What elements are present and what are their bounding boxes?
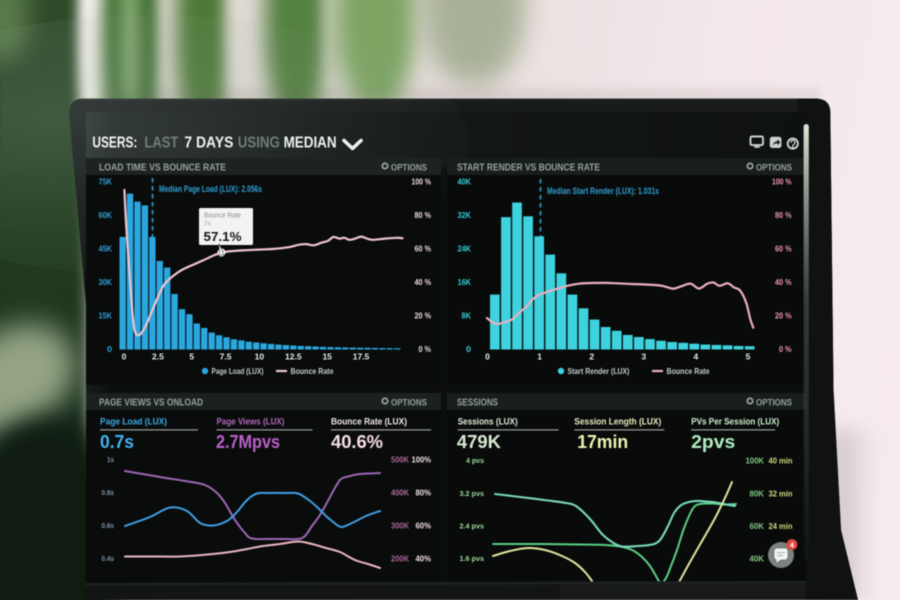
svg-text:20 %: 20 % xyxy=(775,311,792,321)
svg-text:USING: USING xyxy=(238,135,280,152)
svg-text:5: 5 xyxy=(746,352,751,362)
svg-text:8K: 8K xyxy=(462,311,472,321)
svg-text:OPTIONS: OPTIONS xyxy=(756,398,792,409)
svg-text:40 %: 40 % xyxy=(775,277,792,287)
svg-text:0.7s: 0.7s xyxy=(100,432,134,452)
svg-text:PVs Per Session (LUX): PVs Per Session (LUX) xyxy=(691,417,779,428)
svg-text:7.5: 7.5 xyxy=(220,352,232,362)
svg-text:OPTIONS: OPTIONS xyxy=(391,163,427,174)
svg-text:24 min: 24 min xyxy=(769,522,793,531)
svg-text:15: 15 xyxy=(322,352,332,362)
svg-text:3.2 pvs: 3.2 pvs xyxy=(460,491,485,498)
svg-text:2.4 pvs: 2.4 pvs xyxy=(460,524,485,531)
svg-text:0: 0 xyxy=(122,352,127,362)
svg-text:Bounce Rate: Bounce Rate xyxy=(204,213,241,220)
svg-text:2pvs: 2pvs xyxy=(691,432,735,452)
svg-text:16K: 16K xyxy=(458,277,472,287)
svg-text:500K: 500K xyxy=(391,456,409,465)
svg-text:60K: 60K xyxy=(99,210,113,220)
svg-text:Median Start Render (LUX): 1.0: Median Start Render (LUX): 1.031s xyxy=(547,186,659,196)
svg-text:0.8s: 0.8s xyxy=(102,490,115,497)
svg-text:75K: 75K xyxy=(99,177,113,187)
svg-text:7s: 7s xyxy=(204,221,212,228)
svg-text:60%: 60% xyxy=(416,522,432,531)
svg-text:Page Views (LUX): Page Views (LUX) xyxy=(217,417,285,428)
svg-text:Bounce Rate: Bounce Rate xyxy=(291,366,334,376)
svg-text:40K: 40K xyxy=(750,555,765,564)
svg-text:LAST: LAST xyxy=(144,135,178,152)
svg-text:15K: 15K xyxy=(99,311,113,321)
svg-text:Sessions (LUX): Sessions (LUX) xyxy=(458,417,518,428)
svg-text:40%: 40% xyxy=(416,555,432,564)
svg-text:USERS:: USERS: xyxy=(92,135,137,152)
svg-text:40K: 40K xyxy=(458,177,472,187)
svg-text:Page Load (LUX): Page Load (LUX) xyxy=(100,417,167,428)
svg-text:479K: 479K xyxy=(457,432,501,452)
svg-text:Session Length (LUX): Session Length (LUX) xyxy=(574,417,661,428)
svg-text:Bounce Rate (LUX): Bounce Rate (LUX) xyxy=(331,417,407,428)
svg-text:1s: 1s xyxy=(107,457,114,464)
svg-text:80 %: 80 % xyxy=(415,210,432,220)
svg-text:17min: 17min xyxy=(577,432,628,452)
svg-text:40.6%: 40.6% xyxy=(331,432,383,452)
svg-text:Median Page Load (LUX): 2.056s: Median Page Load (LUX): 2.056s xyxy=(159,184,262,194)
svg-text:40 min: 40 min xyxy=(769,457,793,466)
svg-text:10: 10 xyxy=(255,352,265,362)
svg-text:0 %: 0 % xyxy=(419,344,432,354)
svg-text:12.5: 12.5 xyxy=(285,352,302,362)
svg-text:OPTIONS: OPTIONS xyxy=(391,398,427,409)
svg-text:57.1%: 57.1% xyxy=(204,230,242,244)
svg-text:0: 0 xyxy=(466,344,471,354)
svg-text:0.4s: 0.4s xyxy=(102,556,115,563)
svg-text:20 %: 20 % xyxy=(415,311,432,321)
svg-text:LOAD TIME VS BOUNCE RATE: LOAD TIME VS BOUNCE RATE xyxy=(99,163,226,174)
svg-text:32 min: 32 min xyxy=(769,490,793,499)
svg-text:1.6 pvs: 1.6 pvs xyxy=(460,556,485,563)
svg-text:2.7Mpvs: 2.7Mpvs xyxy=(216,432,280,452)
svg-text:100%: 100% xyxy=(412,456,432,465)
svg-text:24K: 24K xyxy=(458,244,472,254)
svg-text:100K: 100K xyxy=(746,457,765,466)
svg-text:MEDIAN: MEDIAN xyxy=(284,135,337,152)
svg-text:Bounce Rate: Bounce Rate xyxy=(667,366,710,376)
svg-text:80%: 80% xyxy=(416,489,432,498)
svg-text:0.6s: 0.6s xyxy=(102,523,115,530)
svg-text:60 %: 60 % xyxy=(415,244,432,254)
svg-text:PAGE VIEWS VS ONLOAD: PAGE VIEWS VS ONLOAD xyxy=(99,398,203,409)
svg-text:30K: 30K xyxy=(99,277,113,287)
svg-text:3: 3 xyxy=(641,352,646,362)
svg-text:32K: 32K xyxy=(458,210,472,220)
svg-text:4 pvs: 4 pvs xyxy=(466,458,484,465)
svg-text:SESSIONS: SESSIONS xyxy=(457,398,498,409)
svg-text:80 %: 80 % xyxy=(775,210,792,220)
svg-text:Page Load (LUX): Page Load (LUX) xyxy=(212,366,264,376)
svg-text:17.5: 17.5 xyxy=(353,352,370,362)
svg-text:7 DAYS: 7 DAYS xyxy=(184,135,233,152)
svg-text:4: 4 xyxy=(790,540,795,549)
svg-text:5: 5 xyxy=(189,352,194,362)
svg-text:200K: 200K xyxy=(391,555,409,564)
svg-text:Start Render (LUX): Start Render (LUX) xyxy=(568,366,630,376)
svg-text:60 %: 60 % xyxy=(775,244,792,254)
svg-text:100 %: 100 % xyxy=(412,177,432,187)
svg-text:400K: 400K xyxy=(391,489,409,498)
svg-text:45K: 45K xyxy=(99,244,113,254)
svg-text:OPTIONS: OPTIONS xyxy=(756,163,792,174)
svg-text:40 %: 40 % xyxy=(415,277,432,287)
svg-text:80K: 80K xyxy=(750,490,765,499)
svg-text:2: 2 xyxy=(589,352,594,362)
svg-text:1: 1 xyxy=(537,352,542,362)
svg-text:0 %: 0 % xyxy=(779,344,792,354)
svg-text:4: 4 xyxy=(694,352,699,362)
svg-text:0: 0 xyxy=(107,344,112,354)
svg-text:START RENDER VS BOUNCE RATE: START RENDER VS BOUNCE RATE xyxy=(457,163,600,174)
svg-text:0: 0 xyxy=(485,352,490,362)
svg-text:60K: 60K xyxy=(750,522,765,531)
svg-text:300K: 300K xyxy=(391,522,409,531)
svg-text:2.5: 2.5 xyxy=(152,352,164,362)
svg-text:100 %: 100 % xyxy=(772,177,792,187)
